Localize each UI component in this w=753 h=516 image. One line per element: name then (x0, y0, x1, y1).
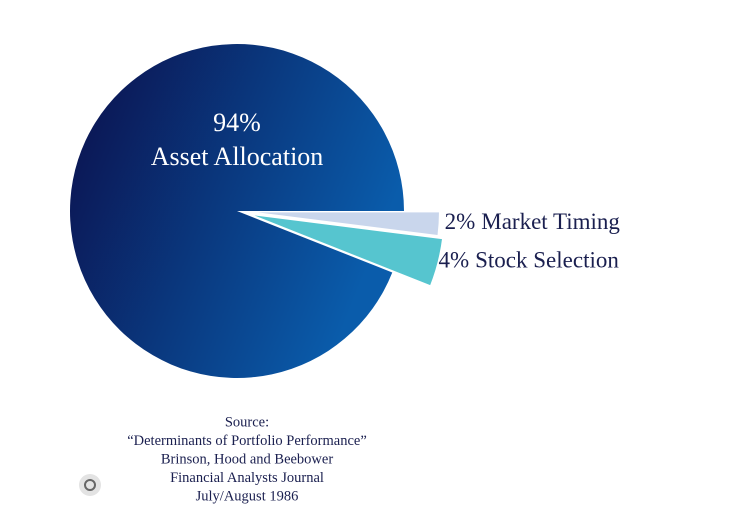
pie-slice (241, 210, 441, 238)
slice-value-label: 2% (445, 209, 476, 234)
source-line: Financial Analysts Journal (170, 470, 324, 486)
slice-label-group: 4% Stock Selection (438, 248, 619, 273)
slice-label: Asset Allocation (151, 142, 324, 171)
slice-label: Market Timing (481, 209, 620, 234)
slice-value-label: 4% (438, 248, 469, 273)
slice-label: Stock Selection (475, 248, 619, 273)
source-line: “Determinants of Portfolio Performance” (127, 433, 367, 449)
pie-slice (70, 44, 405, 379)
source-line: July/August 1986 (196, 488, 299, 504)
slice-label-group: 2% Market Timing (445, 209, 621, 234)
source-line: Source: (225, 414, 269, 430)
info-icon[interactable] (79, 474, 101, 496)
source-line: Brinson, Hood and Beebower (161, 451, 334, 467)
pie-slice (246, 212, 445, 288)
slice-value-label: 94% (213, 108, 261, 137)
